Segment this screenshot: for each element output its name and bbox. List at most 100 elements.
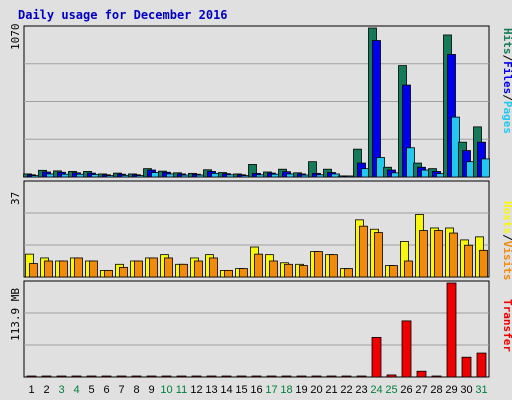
- bar-visits-day-29: [449, 232, 458, 278]
- panel-frame: [23, 280, 490, 378]
- bar-transfer-day-1: [26, 375, 37, 378]
- bar-transfer-day-20: [311, 375, 322, 378]
- chart-panels: 1070Hits/Files/Pages37Hosts/Visits113.9 …: [9, 24, 512, 397]
- bar-transfer-day-15: [236, 375, 247, 378]
- day-label-9: 9: [148, 384, 154, 396]
- bar-visits-day-5: [89, 260, 98, 278]
- series-label-transfer: Transfer: [501, 299, 512, 352]
- day-label-21: 21: [325, 384, 337, 396]
- day-label-18: 18: [280, 384, 292, 396]
- bar-visits-day-27: [419, 230, 428, 278]
- day-label-31: 31: [475, 384, 487, 396]
- series-label-hosts: Hosts: [501, 201, 512, 234]
- bar-visits-day-22: [344, 268, 353, 278]
- label-separator: /: [501, 94, 512, 101]
- bar-transfer-day-17: [266, 375, 277, 378]
- day-label-14: 14: [220, 384, 232, 396]
- day-label-7: 7: [118, 384, 124, 396]
- bar-transfer-day-28: [431, 375, 442, 378]
- day-label-3: 3: [58, 384, 64, 396]
- bar-visits-day-30: [464, 244, 473, 278]
- bar-pages-day-31: [481, 158, 490, 178]
- bar-visits-day-6: [104, 269, 113, 278]
- series-label: Transfer: [501, 299, 512, 352]
- bar-pages-day-21: [331, 173, 340, 178]
- bar-visits-day-19: [299, 265, 308, 278]
- day-label-2: 2: [43, 384, 49, 396]
- day-label-25: 25: [385, 384, 397, 396]
- bar-transfer-day-18: [281, 375, 292, 378]
- bar-visits-day-23: [359, 225, 368, 278]
- bar-visits-day-24: [374, 232, 383, 278]
- day-label-5: 5: [88, 384, 94, 396]
- bar-transfer-day-4: [71, 375, 82, 378]
- bar-visits-day-2: [44, 260, 53, 278]
- bar-transfer-day-22: [341, 375, 352, 378]
- day-label-19: 19: [295, 384, 307, 396]
- series-label-visits: Visits: [501, 241, 512, 281]
- bar-visits-day-9: [149, 257, 158, 278]
- bar-transfer-day-5: [86, 375, 97, 378]
- day-label-8: 8: [133, 384, 139, 396]
- bar-visits-day-31: [479, 249, 488, 278]
- bar-transfer-day-23: [356, 375, 367, 378]
- day-label-13: 13: [205, 384, 217, 396]
- bar-transfer-day-14: [221, 375, 232, 378]
- bar-transfer-day-21: [326, 375, 337, 378]
- bar-transfer-day-3: [56, 375, 67, 378]
- bar-pages-day-26: [406, 147, 415, 178]
- bar-transfer-day-10: [161, 375, 172, 378]
- bar-transfer-day-7: [116, 375, 127, 378]
- day-label-17: 17: [265, 384, 277, 396]
- label-separator: /: [501, 234, 512, 241]
- series-label: Hits/Files/Pages: [501, 28, 512, 134]
- max-label: 113.9 MB: [9, 288, 22, 341]
- bar-visits-day-17: [269, 260, 278, 278]
- day-label-12: 12: [190, 384, 202, 396]
- day-label-1: 1: [28, 384, 34, 396]
- bar-visits-day-21: [329, 254, 338, 278]
- panel-middle: 37 Hosts/Visits: [9, 180, 512, 281]
- bar-visits-day-14: [224, 269, 233, 278]
- bar-transfer-day-19: [296, 375, 307, 378]
- bar-transfer-day-16: [251, 375, 262, 378]
- bar-transfer-day-25: [386, 374, 397, 378]
- bar-visits-day-10: [164, 257, 173, 278]
- bar-visits-day-28: [434, 230, 443, 278]
- bar-transfer-day-26: [401, 320, 412, 378]
- bar-visits-day-20: [314, 251, 323, 278]
- day-label-23: 23: [355, 384, 367, 396]
- bar-visits-day-15: [239, 268, 248, 278]
- bar-transfer-day-12: [191, 375, 202, 378]
- bar-visits-day-11: [179, 263, 188, 278]
- bar-transfer-day-8: [131, 375, 142, 378]
- bar-transfer-day-29: [446, 282, 457, 378]
- day-label-29: 29: [445, 384, 457, 396]
- day-label-28: 28: [430, 384, 442, 396]
- bar-transfer-day-13: [206, 375, 217, 378]
- day-label-16: 16: [250, 384, 262, 396]
- bar-transfer-day-27: [416, 370, 427, 378]
- bar-visits-day-18: [284, 263, 293, 278]
- bar-visits-day-1: [29, 263, 38, 278]
- bar-transfer-day-6: [101, 375, 112, 378]
- bar-visits-day-25: [389, 265, 398, 278]
- day-label-27: 27: [415, 384, 427, 396]
- bar-visits-day-7: [119, 266, 128, 278]
- day-label-10: 10: [160, 384, 172, 396]
- series-label-hits: Hits: [501, 28, 512, 55]
- day-label-20: 20: [310, 384, 322, 396]
- day-label-22: 22: [340, 384, 352, 396]
- label-separator: /: [501, 55, 512, 62]
- day-label-30: 30: [460, 384, 472, 396]
- bar-visits-day-16: [254, 253, 263, 278]
- series-label-files: Files: [501, 61, 512, 94]
- bar-transfer-day-31: [476, 352, 487, 378]
- max-label: 1070: [9, 24, 22, 51]
- panel-bottom: 113.9 MB Transfer: [9, 280, 512, 378]
- bar-visits-day-8: [134, 260, 143, 278]
- series-label-pages: Pages: [501, 101, 512, 134]
- bar-visits-day-26: [404, 260, 413, 278]
